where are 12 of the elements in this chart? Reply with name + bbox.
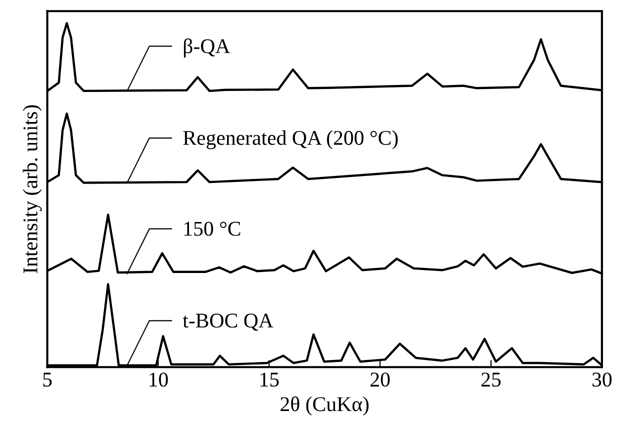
series-label: Regenerated QA (200 °C): [183, 130, 398, 150]
series-label: 150 °C: [184, 222, 240, 236]
x-tick-label: 30: [592, 372, 612, 387]
x-tick-label: 10: [150, 372, 168, 387]
series-label: t-BOC QA: [182, 314, 274, 331]
x-tick-label: 5: [43, 372, 52, 387]
y-axis-title: Intensity (arb. units): [22, 105, 42, 274]
series-label: β-QA: [184, 38, 230, 58]
x-tick-label: 25: [482, 372, 501, 387]
x-axis-title: 2θ (CuKα): [280, 396, 369, 416]
x-tick-label: 20: [370, 372, 390, 387]
x-tick-label: 15: [260, 372, 279, 387]
